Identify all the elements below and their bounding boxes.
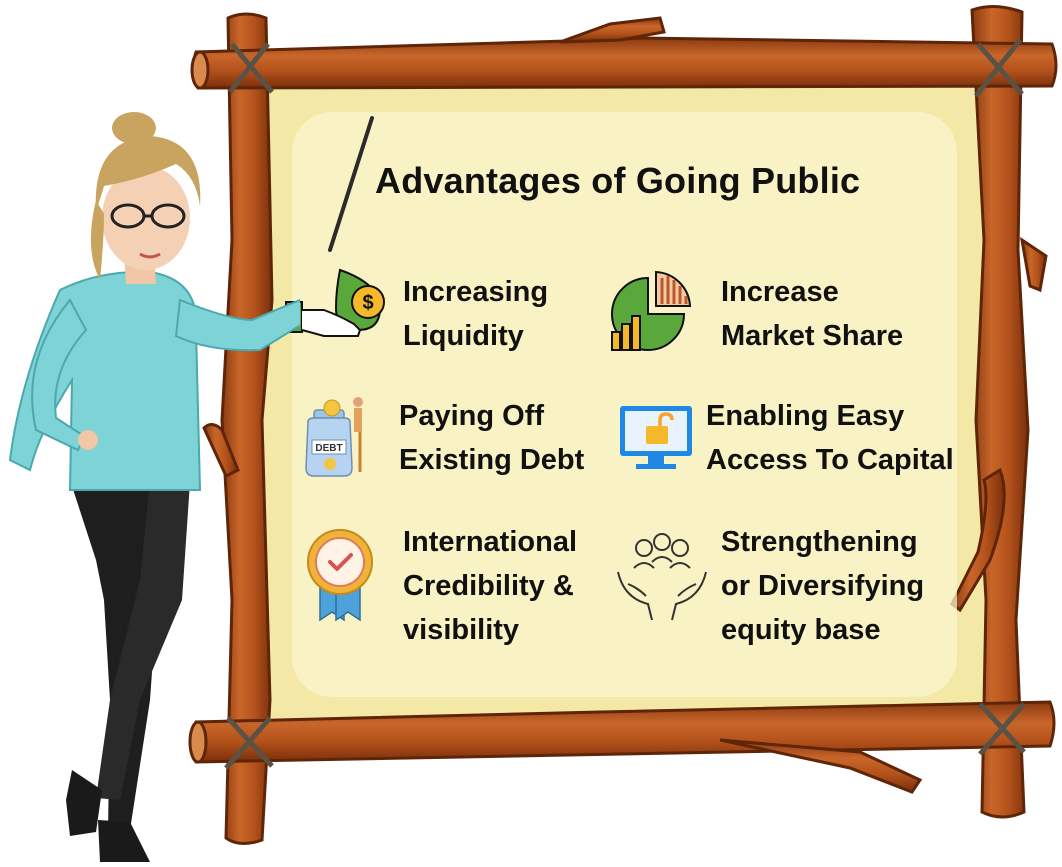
credibility-badge-icon xyxy=(307,529,373,622)
item-increasing-liquidity: Increasing Liquidity xyxy=(403,270,548,358)
unlocked-monitor-icon xyxy=(620,406,692,469)
item-line: Enabling Easy xyxy=(706,400,905,432)
item-line: Paying Off xyxy=(399,400,545,432)
people-hands-icon xyxy=(617,533,707,621)
item-line: visibility xyxy=(403,614,520,646)
item-line: Increasing xyxy=(403,276,549,308)
item-line: Strengthening xyxy=(721,526,918,558)
page-title: Advantages of Going Public xyxy=(375,160,861,201)
item-line: equity base xyxy=(721,614,881,646)
svg-text:$: $ xyxy=(362,292,373,314)
item-paying-off-existing-debt: Paying Off Existing Debt xyxy=(399,394,584,482)
item-international-credibility: International Credibility & visibility xyxy=(403,520,577,652)
item-line: International xyxy=(403,526,578,558)
item-line: or Diversifying xyxy=(721,570,925,602)
item-line: Credibility & xyxy=(403,570,574,602)
debt-jar-label: DEBT xyxy=(315,443,342,454)
item-line: Liquidity xyxy=(403,320,524,352)
market-share-chart-icon xyxy=(611,270,692,351)
item-line: Existing Debt xyxy=(399,444,585,476)
presenter-woman-illustration xyxy=(8,112,300,862)
item-line: Increase xyxy=(721,276,839,308)
item-line: Market Share xyxy=(721,320,904,352)
item-increase-market-share: Increase Market Share xyxy=(721,270,903,358)
item-enabling-easy-access: Enabling Easy Access To Capital xyxy=(706,394,954,482)
debt-jar-icon: DEBT xyxy=(305,397,363,477)
item-line: Access To Capital xyxy=(706,444,954,476)
item-strengthening-equity-base: Strengthening or Diversifying equity bas… xyxy=(721,520,924,652)
liquidity-hand-coin-icon: $ xyxy=(285,268,385,337)
